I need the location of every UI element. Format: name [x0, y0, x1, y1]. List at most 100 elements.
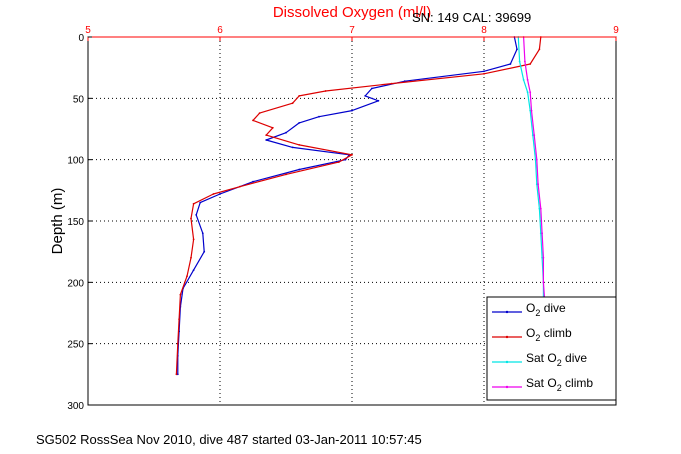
series-0-point — [483, 70, 485, 73]
y-tick-label: 0 — [78, 33, 84, 44]
series-1-point — [298, 144, 301, 146]
series-1-point — [190, 256, 192, 259]
series-2-point — [534, 158, 537, 161]
series-0-point — [516, 48, 518, 51]
series-0-point — [192, 269, 195, 271]
series-2-point — [538, 207, 541, 210]
series-1-point — [390, 82, 393, 85]
series-0-point — [201, 232, 204, 235]
series-1-point — [178, 318, 181, 320]
legend-marker-3 — [505, 385, 509, 389]
series-2-point — [526, 91, 529, 94]
series-2-point — [539, 232, 542, 235]
series-0-point — [199, 201, 202, 204]
legend-marker-1 — [505, 335, 509, 339]
legend-label-main: O — [526, 326, 535, 340]
series-2-point — [531, 134, 534, 137]
x-tick-label: 6 — [217, 25, 223, 36]
series-2-point — [518, 60, 521, 63]
legend-marker-0 — [505, 310, 509, 314]
legend-label-3: Sat O2 climb — [526, 376, 593, 393]
series-1-point — [265, 134, 268, 137]
series-1-point — [298, 95, 301, 97]
chart-title: Dissolved Oxygen (ml/l) — [273, 4, 431, 21]
legend-label-subscript: 2 — [557, 358, 562, 368]
legend-label-rest: climb — [562, 376, 594, 390]
series-1-point — [190, 217, 192, 220]
legend-box — [486, 296, 617, 401]
series-1-point — [291, 102, 294, 105]
series-1-point — [271, 126, 274, 129]
x-tick-label: 8 — [481, 25, 487, 36]
legend-label-rest: dive — [562, 351, 588, 365]
series-0-point — [252, 180, 254, 183]
series-2-point — [522, 79, 525, 81]
series-3-point — [541, 232, 543, 235]
series-1-point — [186, 275, 188, 278]
series-3-point — [526, 79, 529, 81]
x-tick-label: 7 — [349, 25, 355, 36]
series-1-point — [212, 193, 215, 195]
dive-info-footer: SG502 RossSea Nov 2010, dive 487 started… — [36, 432, 422, 447]
x-tick-label: 9 — [613, 25, 619, 36]
legend-label-main: Sat O — [526, 376, 557, 390]
series-3-point — [524, 60, 526, 63]
series-1-point — [192, 238, 195, 241]
legend-label-rest: climb — [540, 326, 572, 340]
axis-ticks: 5 6 7 8 9 0 50 100 150 200 250 300 — [67, 25, 619, 412]
y-tick-label: 100 — [67, 156, 84, 167]
series-3-point — [535, 158, 538, 161]
series-1-point — [351, 153, 353, 156]
series-0-point — [176, 373, 179, 376]
legend-label-2: Sat O2 dive — [526, 351, 587, 368]
series-3-point — [537, 183, 539, 186]
series-1-point — [337, 161, 340, 164]
series-layer — [175, 36, 546, 376]
series-0-point — [370, 87, 373, 90]
series-0-point — [364, 95, 367, 97]
series-0-point — [298, 168, 301, 171]
series-0-point — [219, 193, 221, 195]
series-0-point — [377, 99, 380, 102]
series-1-point — [258, 112, 261, 114]
y-tick-label: 300 — [67, 401, 84, 412]
series-0-point — [203, 250, 206, 253]
series-1-point — [529, 63, 532, 65]
series-3-point — [542, 256, 545, 259]
legend-marker-2 — [505, 360, 509, 364]
series-3-point — [529, 91, 532, 94]
series-0-point — [509, 63, 512, 65]
series-0-point — [351, 109, 353, 112]
series-0-point — [291, 146, 294, 149]
series-0-point — [298, 122, 301, 124]
series-1-point — [175, 373, 178, 376]
legend-label-main: O — [526, 301, 535, 315]
y-tick-label: 250 — [67, 340, 84, 351]
series-1-point — [176, 342, 179, 345]
series-1-point — [238, 185, 241, 188]
series-0-point — [195, 214, 198, 216]
series-3-point — [533, 134, 536, 137]
x-tick-label: 5 — [85, 25, 91, 36]
series-1-point — [192, 202, 195, 205]
legend-label-0: O2 dive — [526, 301, 566, 318]
legend-label-subscript: 2 — [535, 333, 540, 343]
legend-label-1: O2 climb — [526, 326, 572, 343]
y-tick-label: 50 — [73, 94, 85, 105]
series-1-point — [324, 90, 327, 92]
series-1-point — [252, 119, 254, 122]
series-0-point — [318, 115, 320, 118]
series-2-point — [535, 183, 538, 186]
series-1-point — [285, 173, 287, 176]
legend-label-rest: dive — [540, 301, 566, 315]
series-1-point — [179, 293, 182, 296]
chart-subtitle: SN: 149 CAL: 39699 — [412, 10, 531, 25]
series-3-point — [539, 207, 542, 210]
series-0-point — [285, 131, 287, 134]
y-tick-label: 200 — [67, 278, 84, 289]
series-2-point — [529, 109, 532, 112]
series-3-point — [530, 109, 533, 112]
y-tick-label: 150 — [67, 217, 84, 228]
legend-label-subscript: 2 — [535, 308, 540, 318]
